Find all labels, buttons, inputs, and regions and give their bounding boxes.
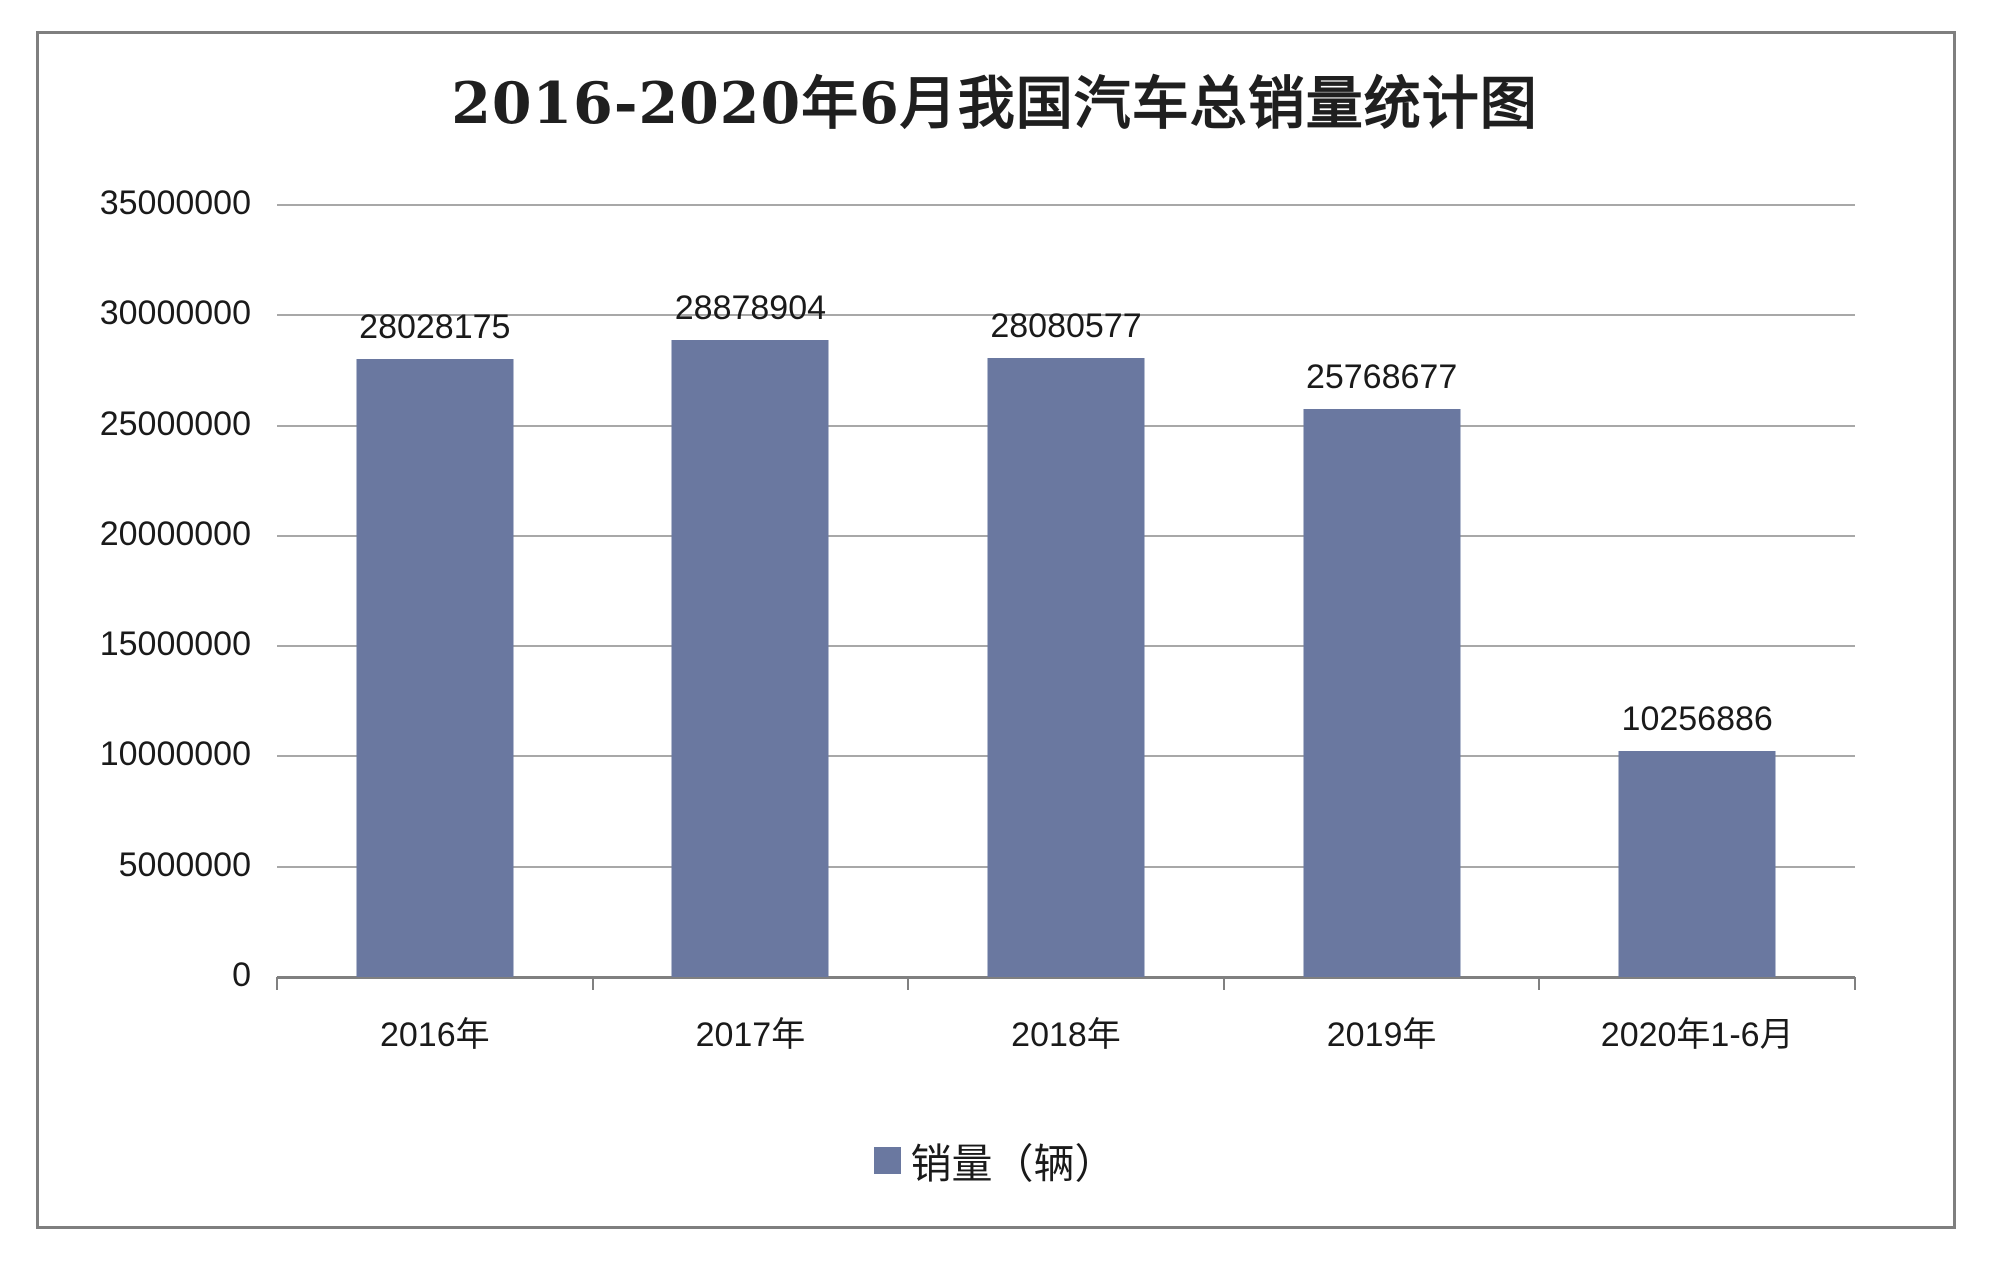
x-tick-label: 2019年 xyxy=(1326,1016,1437,1054)
bar-value-label: 28080577 xyxy=(990,306,1142,345)
chart-border xyxy=(36,31,1956,1229)
x-axis-labels: 2016年 2017年 2018年 2019年 2020年1-6月 xyxy=(277,1007,1855,1057)
x-tick-label: 2016年 xyxy=(379,1016,490,1054)
legend-marker-icon xyxy=(873,1146,901,1174)
bar-cell: 28028175 xyxy=(277,205,593,977)
axis-tick xyxy=(1854,977,1856,990)
bar-cell: 28878904 xyxy=(593,205,909,977)
bar-cell: 25768677 xyxy=(1224,205,1540,977)
bar-2016年 xyxy=(356,358,514,977)
bar-value-label: 10256886 xyxy=(1621,699,1773,738)
bar-2018年 xyxy=(987,357,1145,977)
bar-cell: 10256886 xyxy=(1539,205,1855,977)
y-tick-label: 20000000 xyxy=(99,514,251,553)
bar-value-label: 25768677 xyxy=(1305,357,1458,396)
legend: 销量（辆） xyxy=(0,1130,1989,1190)
gridline xyxy=(277,204,1855,206)
x-axis-line xyxy=(277,976,1855,979)
bar-2019年 xyxy=(1303,408,1461,977)
bar-cell: 28080577 xyxy=(908,205,1224,977)
axis-tick xyxy=(592,977,594,990)
y-tick-label: 35000000 xyxy=(99,184,251,222)
bar-2017年 xyxy=(671,340,829,977)
y-tick-label: 0 xyxy=(232,956,251,994)
y-tick-label: 30000000 xyxy=(99,294,251,333)
y-tick-label: 25000000 xyxy=(99,404,251,443)
bar-value-label: 28028175 xyxy=(359,307,511,346)
bar-value-label: 28878904 xyxy=(674,289,827,328)
axis-tick xyxy=(1538,977,1540,990)
axis-tick xyxy=(276,977,278,990)
gridline xyxy=(277,314,1855,317)
plot-area: 28028175 28878904 28080577 25768677 10256886 xyxy=(276,204,1856,990)
legend-label: 销量（辆） xyxy=(910,1141,1116,1187)
y-tick-label: 5000000 xyxy=(118,845,251,884)
x-tick-label: 2017年 xyxy=(695,1016,806,1054)
y-axis-labels: 35000000 30000000 25000000 20000000 15000000… xyxy=(0,184,251,994)
axis-tick xyxy=(1223,977,1225,990)
x-tick-label: 2020年1-6月 xyxy=(1600,1016,1794,1054)
chart-title: 2016-2020年6月我国汽车总销量统计图 xyxy=(451,70,1538,137)
bar-2020年1-6月 xyxy=(1618,750,1776,977)
x-tick-label: 2018年 xyxy=(1011,1016,1121,1054)
y-tick-label: 15000000 xyxy=(99,625,251,664)
axis-tick xyxy=(907,977,909,990)
y-tick-label: 10000000 xyxy=(99,735,251,774)
